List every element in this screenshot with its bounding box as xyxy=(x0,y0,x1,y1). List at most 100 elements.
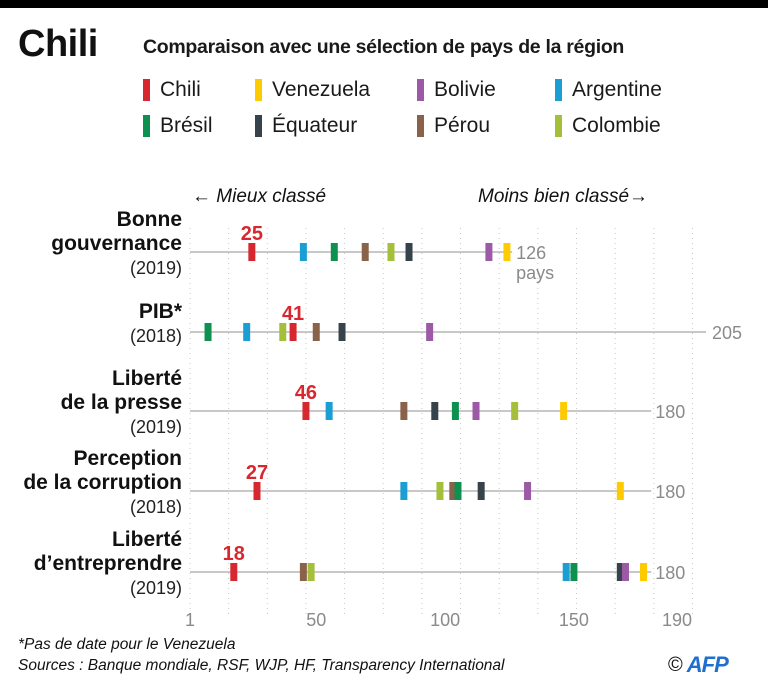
marker-bresil xyxy=(204,323,212,341)
sources: Sources : Banque mondiale, RSF, WJP, HF,… xyxy=(18,657,505,674)
legend-swatch xyxy=(255,115,262,137)
row-total-label: 126 xyxy=(516,243,546,263)
x-tick-label: 190 xyxy=(662,610,692,630)
marker-perou xyxy=(449,482,457,500)
marker-equateur xyxy=(616,563,624,581)
x-tick-label: 50 xyxy=(306,610,326,630)
marker-venezuela xyxy=(503,243,511,261)
row-name: d’entreprendre xyxy=(33,552,182,575)
legend-label: Argentine xyxy=(572,78,662,101)
row-name: de la corruption xyxy=(23,471,182,494)
marker-venezuela xyxy=(640,563,648,581)
chili-rank-label: 25 xyxy=(241,223,263,245)
legend-swatch xyxy=(417,79,424,101)
legend-label: Bolivie xyxy=(434,78,496,101)
marker-equateur xyxy=(431,402,439,420)
legend-label: Équateur xyxy=(272,114,358,137)
row-name: Bonne xyxy=(116,208,182,231)
x-tick-label: 100 xyxy=(430,610,460,630)
row-label-liberte-de-la-presse: Liberté de la presse (2019) xyxy=(61,367,182,439)
afp-logo: AFP xyxy=(686,652,729,677)
chili-rank-label: 46 xyxy=(295,382,317,404)
marker-bresil xyxy=(451,402,459,420)
chili-rank-label: 41 xyxy=(282,303,304,325)
marker-bresil xyxy=(454,482,462,500)
row-total-unit: pays xyxy=(516,263,554,283)
marker-equateur xyxy=(338,323,346,341)
legend-item-chili: Chili xyxy=(143,78,201,102)
marker-colombie xyxy=(387,243,395,261)
row-total-label: 180 xyxy=(655,402,685,422)
marker-argentine xyxy=(325,402,333,420)
legend-swatch xyxy=(555,79,562,101)
marker-bolivie xyxy=(426,323,434,341)
marker-colombie xyxy=(511,402,519,420)
legend-item-argentine: Argentine xyxy=(555,78,662,102)
marker-argentine xyxy=(562,563,570,581)
legend-label: Pérou xyxy=(434,114,491,137)
copyright-icon: © xyxy=(668,653,683,676)
marker-colombie xyxy=(307,563,315,581)
marker-perou xyxy=(361,243,369,261)
marker-bresil xyxy=(570,563,578,581)
marker-chili xyxy=(248,243,256,261)
row-label-liberte-d-entreprendre: Liberté d’entreprendre (2019) xyxy=(34,528,182,600)
marker-chili xyxy=(302,402,310,420)
legend-item-bresil: Brésil xyxy=(143,114,213,138)
row-total-label: 180 xyxy=(655,563,685,583)
legend-item-perou: Pérou xyxy=(417,114,490,138)
marker-argentine xyxy=(243,323,251,341)
row-name: PIB* xyxy=(138,300,182,323)
marker-bolivie xyxy=(621,563,629,581)
row-name: gouvernance xyxy=(51,232,182,255)
marker-chili xyxy=(230,563,238,581)
marker-argentine xyxy=(400,482,408,500)
marker-venezuela xyxy=(560,402,568,420)
legend-label: Venezuela xyxy=(272,78,371,101)
marker-equateur xyxy=(477,482,485,500)
row-name: de la presse xyxy=(60,391,182,414)
marker-bresil xyxy=(330,243,338,261)
legend-label: Brésil xyxy=(160,114,213,137)
marker-equateur xyxy=(405,243,413,261)
chili-rank-label: 18 xyxy=(223,543,245,565)
top-bar xyxy=(0,0,768,8)
marker-venezuela xyxy=(616,482,624,500)
footnote: *Pas de date pour le Venezuela xyxy=(18,636,236,653)
chart-title: Chili xyxy=(18,23,98,65)
row-total-label: 180 xyxy=(655,482,685,502)
legend-swatch xyxy=(555,115,562,137)
marker-bolivie xyxy=(524,482,532,500)
row-year: (2018) xyxy=(129,497,182,517)
legend-swatch xyxy=(143,115,150,137)
row-label-pib: PIB* (2018) xyxy=(130,300,182,348)
legend-swatch xyxy=(143,79,150,101)
chili-rank-label: 27 xyxy=(246,462,268,484)
marker-bolivie xyxy=(472,402,480,420)
legend-item-bolivie: Bolivie xyxy=(417,78,496,102)
marker-bolivie xyxy=(485,243,493,261)
legend-item-colombie: Colombie xyxy=(555,114,661,138)
chart-subtitle: Comparaison avec une sélection de pays d… xyxy=(143,36,625,58)
row-year: (2019) xyxy=(129,258,182,278)
afp-credit: © AFP xyxy=(668,652,729,678)
legend-item-venezuela: Venezuela xyxy=(255,78,370,102)
marker-perou xyxy=(312,323,320,341)
legend-label: Colombie xyxy=(572,114,661,137)
row-name: Liberté xyxy=(111,367,182,390)
row-label-perception-de-la-corruption: Perception de la corruption (2018) xyxy=(23,447,182,519)
legend-item-equateur: Équateur xyxy=(255,114,357,138)
row-year: (2019) xyxy=(129,417,182,437)
marker-perou xyxy=(400,402,408,420)
row-year: (2019) xyxy=(129,578,182,598)
x-tick-label: 1 xyxy=(185,610,195,630)
row-total-label: 205 xyxy=(712,323,742,343)
marker-colombie xyxy=(436,482,444,500)
legend-swatch xyxy=(417,115,424,137)
row-name: Perception xyxy=(73,447,182,470)
legend-swatch xyxy=(255,79,262,101)
marker-argentine xyxy=(299,243,307,261)
legend-label: Chili xyxy=(160,78,201,101)
marker-chili xyxy=(289,323,297,341)
